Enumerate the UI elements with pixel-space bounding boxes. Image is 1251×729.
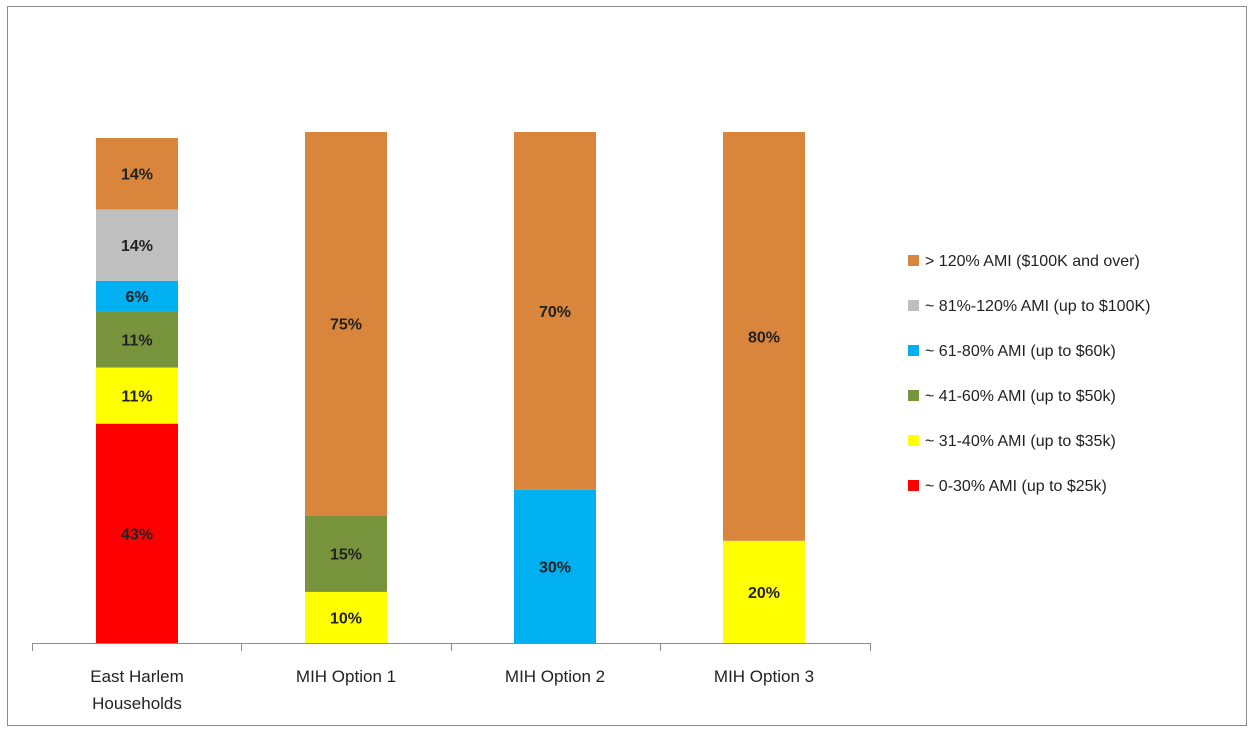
bar-segment-mih-option-1-31-40-ami-up-to-35k: [305, 591, 387, 643]
bars-group: 43% 11% 11% 6% 14% 14% 10% 15% 75% 30% 70% 20% 80%: [96, 132, 805, 643]
bar-segment-east-harlem-households-81-120-ami-up-to-100k: [96, 209, 178, 281]
legend-item-81-120-ami-up-to-100k: ~ 81%-120% AMI (up to $100K): [908, 298, 1150, 315]
legend-swatch-31-40-ami-up-to-35k: [908, 435, 919, 446]
bar-segment-mih-option-1-120-ami-100k-and-over: [305, 132, 387, 516]
data-label-mih-option-1-120-ami-100k-and-over: 75%: [330, 317, 362, 334]
bar-segment-mih-option-3-120-ami-100k-and-over: [723, 132, 805, 541]
data-label-mih-option-2-120-ami-100k-and-over: 70%: [539, 304, 571, 321]
data-label-mih-option-3-31-40-ami-up-to-35k: 20%: [748, 585, 780, 602]
legend-label-0-30-ami-up-to-25k: ~ 0-30% AMI (up to $25k): [925, 478, 1107, 495]
data-label-east-harlem-households-31-40-ami-up-to-35k: 11%: [121, 389, 152, 406]
data-label-east-harlem-households-81-120-ami-up-to-100k: 14%: [121, 238, 153, 255]
legend-swatch-41-60-ami-up-to-50k: [908, 390, 919, 401]
legend-label-61-80-ami-up-to-60k: ~ 61-80% AMI (up to $60k): [925, 343, 1116, 360]
legend-item-0-30-ami-up-to-25k: ~ 0-30% AMI (up to $25k): [908, 478, 1107, 495]
data-label-east-harlem-households-0-30-ami-up-to-25k: 43%: [121, 526, 153, 543]
legend-item-41-60-ami-up-to-50k: ~ 41-60% AMI (up to $50k): [908, 388, 1116, 405]
data-label-east-harlem-households-41-60-ami-up-to-50k: 11%: [121, 332, 152, 349]
x-tick-label-mih-option-1: MIH Option 1: [296, 667, 396, 686]
chart-frame: [7, 6, 1247, 726]
bar-segment-east-harlem-households-120-ami-100k-and-over: [96, 138, 178, 210]
data-label-mih-option-2-61-80-ami-up-to-60k: 30%: [539, 559, 571, 576]
bar-segment-east-harlem-households-61-80-ami-up-to-60k: [96, 280, 178, 312]
legend-item-61-80-ami-up-to-60k: ~ 61-80% AMI (up to $60k): [908, 343, 1116, 360]
legend-swatch-0-30-ami-up-to-25k: [908, 480, 919, 491]
legend-swatch-81-120-ami-up-to-100k: [908, 300, 919, 311]
legend-label-31-40-ami-up-to-35k: ~ 31-40% AMI (up to $35k): [925, 433, 1116, 450]
legend-swatch-120-ami-100k-and-over: [908, 255, 919, 266]
bar-segment-east-harlem-households-0-30-ami-up-to-25k: [96, 423, 178, 643]
legend-label-81-120-ami-up-to-100k: ~ 81%-120% AMI (up to $100K): [925, 298, 1150, 315]
data-label-east-harlem-households-61-80-ami-up-to-60k: 6%: [125, 289, 148, 306]
x-tick-label-east-harlem-households: East Harlem Households: [90, 667, 184, 713]
legend-item-120-ami-100k-and-over: > 120% AMI ($100K and over): [908, 253, 1140, 270]
legend: > 120% AMI ($100K and over) ~ 81%-120% AM…: [908, 253, 1150, 495]
legend-item-31-40-ami-up-to-35k: ~ 31-40% AMI (up to $35k): [908, 433, 1116, 450]
data-label-mih-option-3-120-ami-100k-and-over: 80%: [748, 329, 780, 346]
legend-swatch-61-80-ami-up-to-60k: [908, 345, 919, 356]
bar-segment-east-harlem-households-31-40-ami-up-to-35k: [96, 367, 178, 424]
bar-segment-mih-option-3-31-40-ami-up-to-35k: [723, 540, 805, 643]
data-label-mih-option-1-41-60-ami-up-to-50k: 15%: [330, 547, 362, 564]
data-label-east-harlem-households-120-ami-100k-and-over: 14%: [121, 167, 153, 184]
x-tick-label-mih-option-2: MIH Option 2: [505, 667, 605, 686]
x-axis: East Harlem Households MIH Option 1 MIH Opt…: [32, 643, 871, 713]
legend-label-120-ami-100k-and-over: > 120% AMI ($100K and over): [925, 253, 1140, 270]
bar-segment-mih-option-1-41-60-ami-up-to-50k: [305, 515, 387, 592]
data-label-mih-option-1-31-40-ami-up-to-35k: 10%: [330, 610, 362, 627]
bar-segment-mih-option-2-120-ami-100k-and-over: [514, 132, 596, 490]
legend-label-41-60-ami-up-to-50k: ~ 41-60% AMI (up to $50k): [925, 388, 1116, 405]
bar-segment-east-harlem-households-41-60-ami-up-to-50k: [96, 311, 178, 368]
x-tick-label-mih-option-3: MIH Option 3: [714, 667, 814, 686]
bar-segment-mih-option-2-61-80-ami-up-to-60k: [514, 489, 596, 643]
